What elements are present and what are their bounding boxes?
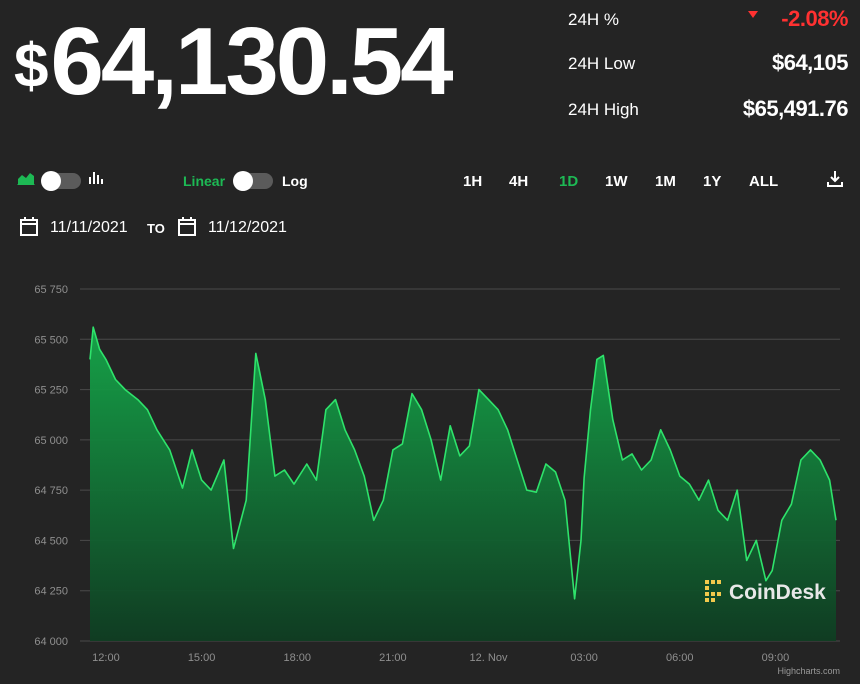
stat-label: 24H Low bbox=[568, 54, 636, 73]
range-1h-button[interactable]: 1H bbox=[463, 173, 483, 190]
price-line bbox=[89, 326, 837, 600]
bar-chart-icon[interactable] bbox=[89, 170, 103, 185]
y-tick-label: 64 500 bbox=[34, 535, 68, 547]
stat-value: $65,491.76 bbox=[742, 96, 849, 121]
date-range: 11/11/2021 TO 11/12/2021 bbox=[0, 210, 400, 244]
price-chart[interactable]: 64 000 64 250 64 500 64 750 65 000 65 250 65 5… bbox=[0, 260, 860, 684]
start-date-field[interactable]: 11/11/2021 bbox=[50, 219, 128, 236]
chart-controls: Linear Log 1H 4H 1D 1W 1M 1Y ALL bbox=[0, 160, 860, 200]
download-icon[interactable] bbox=[826, 170, 844, 188]
currency-symbol: $ bbox=[14, 32, 49, 101]
range-all-button[interactable]: ALL bbox=[749, 173, 779, 190]
y-tick-label: 64 000 bbox=[34, 636, 68, 648]
stat-24h-change: 24H % -2.08% bbox=[568, 6, 848, 36]
y-tick-label: 65 000 bbox=[34, 435, 68, 447]
x-tick-label: 12. Nov bbox=[470, 652, 508, 664]
current-price: $64,130.54 bbox=[14, 14, 454, 110]
calendar-icon[interactable] bbox=[178, 217, 196, 236]
stat-value: $64,105 bbox=[771, 50, 849, 75]
y-tick-label: 65 750 bbox=[34, 284, 68, 296]
stat-24h-low: 24H Low $64,105 bbox=[568, 50, 849, 80]
stat-24h-high: 24H High $65,491.76 bbox=[568, 96, 849, 126]
x-tick-label: 12:00 bbox=[92, 652, 120, 664]
to-label: TO bbox=[147, 221, 165, 236]
x-tick-label: 06:00 bbox=[666, 652, 694, 664]
coindesk-logo-icon bbox=[705, 580, 721, 602]
toggle-knob bbox=[41, 171, 61, 191]
x-axis: 12:00 15:00 18:00 21:00 12. Nov 03:00 06:00 09:… bbox=[92, 652, 789, 664]
y-tick-label: 65 500 bbox=[34, 334, 68, 346]
log-label[interactable]: Log bbox=[282, 173, 308, 189]
coindesk-watermark: CoinDesk bbox=[705, 580, 826, 604]
price-area bbox=[90, 327, 836, 641]
x-tick-label: 21:00 bbox=[379, 652, 407, 664]
scale-toggle[interactable] bbox=[233, 171, 273, 191]
range-1d-button[interactable]: 1D bbox=[559, 173, 579, 190]
watermark-text: CoinDesk bbox=[729, 581, 826, 604]
x-tick-label: 15:00 bbox=[188, 652, 216, 664]
triangle-down-icon bbox=[748, 11, 758, 18]
y-tick-label: 64 250 bbox=[34, 586, 68, 598]
toggle-knob bbox=[233, 171, 253, 191]
stat-label: 24H % bbox=[568, 10, 620, 29]
y-tick-label: 64 750 bbox=[34, 485, 68, 497]
x-tick-label: 18:00 bbox=[283, 652, 311, 664]
range-1y-button[interactable]: 1Y bbox=[703, 173, 722, 190]
stat-label: 24H High bbox=[568, 100, 639, 119]
y-axis: 64 000 64 250 64 500 64 750 65 000 65 250 65 5… bbox=[34, 284, 68, 648]
calendar-icon[interactable] bbox=[20, 217, 38, 236]
stat-value: -2.08% bbox=[781, 6, 848, 31]
end-date-field[interactable]: 11/12/2021 bbox=[208, 219, 287, 236]
range-4h-button[interactable]: 4H bbox=[509, 173, 529, 190]
chart-type-toggle[interactable] bbox=[41, 171, 81, 191]
highcharts-credits[interactable]: Highcharts.com bbox=[777, 666, 840, 676]
area-chart-icon[interactable] bbox=[17, 171, 35, 185]
price-value: 64,130.54 bbox=[50, 8, 453, 115]
range-1w-button[interactable]: 1W bbox=[605, 173, 628, 190]
y-tick-label: 65 250 bbox=[34, 385, 68, 397]
linear-label[interactable]: Linear bbox=[183, 173, 226, 189]
x-tick-label: 09:00 bbox=[762, 652, 790, 664]
x-tick-label: 03:00 bbox=[570, 652, 598, 664]
range-1m-button[interactable]: 1M bbox=[655, 173, 676, 190]
